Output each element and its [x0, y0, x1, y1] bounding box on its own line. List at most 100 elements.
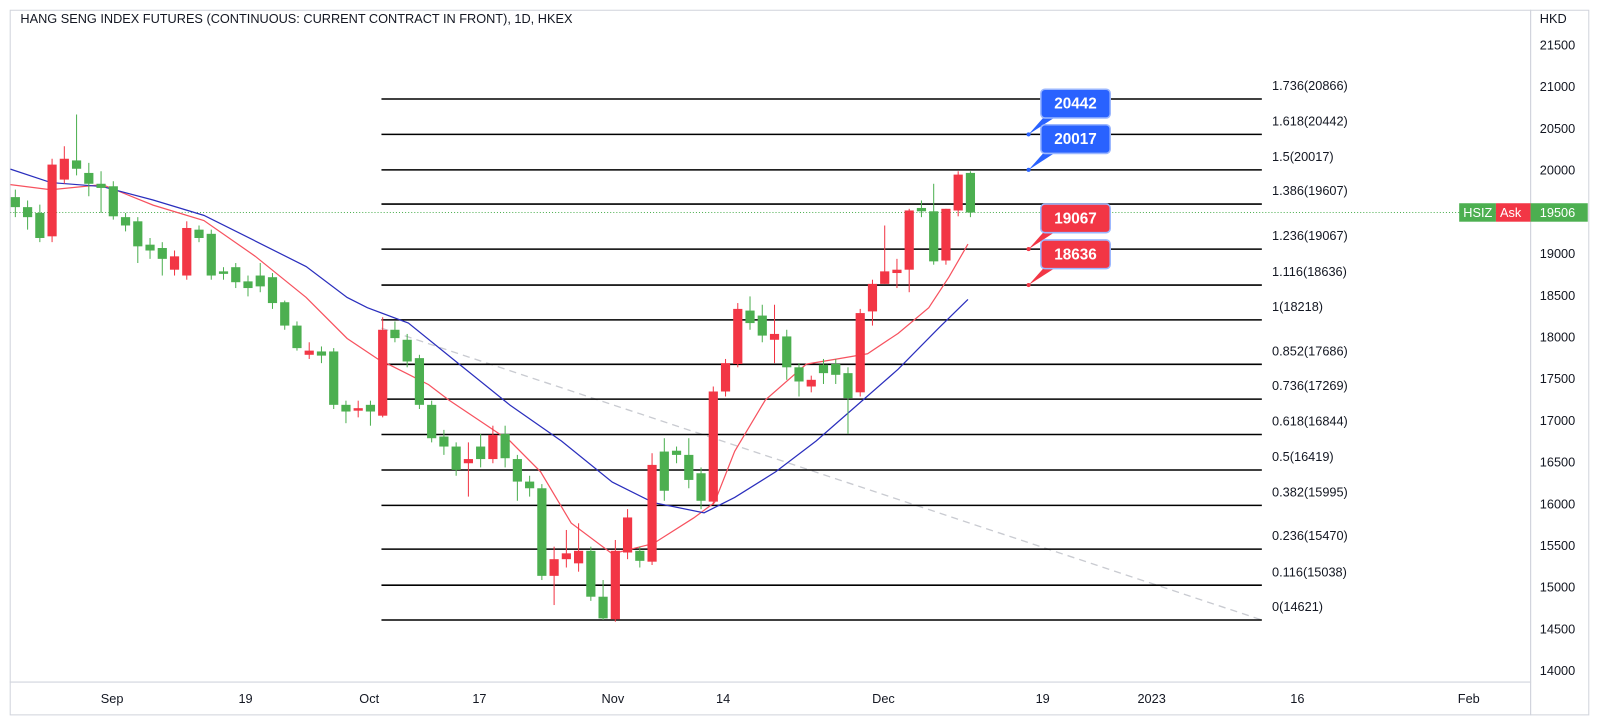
candle-body [635, 550, 645, 561]
fib-level-label: 0.382(15995) [1272, 484, 1348, 499]
callout-box [1040, 88, 1111, 119]
candle-body [965, 172, 976, 213]
y-tick-label: 15500 [1540, 538, 1575, 553]
candle-body [84, 172, 94, 184]
trend-line [381, 327, 1263, 621]
candle-body [647, 464, 657, 562]
fib-level-label: 0.236(15470) [1272, 528, 1348, 543]
candle-body [782, 336, 792, 368]
y-tick-label: 16000 [1540, 496, 1575, 511]
candle-body [316, 351, 327, 356]
candle-body [35, 212, 45, 238]
x-tick-label: 14 [716, 691, 730, 706]
x-tick-label: Nov [602, 691, 625, 706]
candle-body [880, 271, 890, 284]
candle-body [610, 550, 620, 620]
candle-body [145, 244, 155, 251]
y-tick-label: 17500 [1540, 371, 1575, 386]
candle-body [855, 313, 865, 393]
x-tick-label: Oct [359, 691, 379, 706]
moving-average-line [10, 183, 969, 555]
callout-pointer [1028, 151, 1058, 170]
callout-anchor [1026, 282, 1031, 288]
candle-body [365, 404, 376, 412]
candle-body [671, 450, 682, 455]
candle-body [794, 367, 804, 382]
candle-body [10, 197, 20, 208]
candle-body [463, 459, 473, 464]
callout-pointer [1028, 266, 1058, 286]
candle-body [733, 308, 743, 364]
y-tick-label: 18000 [1540, 329, 1575, 344]
candle-body [71, 160, 82, 169]
candle-body [218, 271, 229, 274]
fib-level-label: 1(18218) [1272, 299, 1323, 314]
symbol-label: HSIZ [1463, 205, 1492, 220]
candle-body [745, 310, 755, 324]
y-tick-label: 17000 [1540, 413, 1575, 428]
candle-body [892, 269, 902, 274]
candle-body [329, 351, 339, 405]
x-tick-label: Sep [101, 691, 124, 706]
candle-body [696, 473, 706, 501]
fib-level-label: 1.116(18636) [1272, 264, 1347, 279]
candle-body [598, 596, 608, 619]
x-tick-label: Feb [1458, 691, 1480, 706]
candle-body [953, 174, 963, 211]
chart-title: HANG SENG INDEX FUTURES (CONTINUOUS: CUR… [20, 11, 573, 26]
candle-body [243, 281, 253, 289]
candle-body [720, 363, 731, 392]
candle-body [757, 315, 767, 336]
callout-box [1040, 239, 1111, 270]
fib-level-label: 1.5(20017) [1272, 149, 1334, 164]
candle-body [59, 158, 69, 180]
candle-body [500, 434, 510, 459]
fib-level-label: 1.618(20442) [1272, 113, 1348, 128]
y-tick-label: 19000 [1540, 246, 1575, 261]
fib-level-label: 0.736(17269) [1272, 378, 1348, 393]
candle-body [427, 404, 437, 439]
candle-body [476, 446, 486, 460]
candle-body [622, 517, 633, 553]
candle-body [182, 227, 192, 276]
candle-body [451, 446, 461, 470]
candle-body [194, 229, 204, 238]
x-tick-label: 17 [472, 691, 486, 706]
candle-body [831, 363, 841, 375]
currency-label: HKD [1540, 11, 1567, 26]
y-tick-label: 20000 [1540, 163, 1575, 178]
candle-body [549, 559, 559, 576]
callout-box [1040, 203, 1111, 234]
y-tick-label: 20500 [1540, 121, 1575, 136]
candle-body [133, 221, 143, 247]
candle-body [806, 379, 816, 387]
candle-body [280, 302, 290, 326]
x-tick-label: 16 [1290, 691, 1304, 706]
x-tick-label: Dec [872, 691, 895, 706]
fib-level-label: 1.386(19607) [1272, 183, 1348, 198]
candle-body [684, 454, 694, 480]
candle-body [561, 553, 571, 560]
candle-body [439, 436, 449, 447]
candle-body [47, 164, 57, 237]
candle-body [169, 256, 180, 270]
candle-body [708, 391, 718, 502]
candle-body [574, 550, 584, 564]
candle-body [120, 217, 131, 226]
y-tick-label: 16500 [1540, 455, 1575, 470]
callout-anchor [1026, 132, 1031, 137]
y-tick-label: 21500 [1540, 37, 1575, 52]
candle-body [378, 329, 388, 416]
callout-anchor [1026, 167, 1031, 172]
fib-level-label: 0.852(17686) [1272, 343, 1348, 358]
candle-body [525, 481, 535, 489]
y-tick-label: 14000 [1540, 663, 1575, 678]
candle-body [353, 408, 363, 411]
side-label: Ask [1500, 205, 1522, 220]
y-axis-frame [1530, 9, 1590, 716]
price-badge [1530, 203, 1588, 222]
candle-body [255, 275, 265, 287]
candle-body [512, 459, 522, 482]
candle-body [843, 373, 853, 399]
